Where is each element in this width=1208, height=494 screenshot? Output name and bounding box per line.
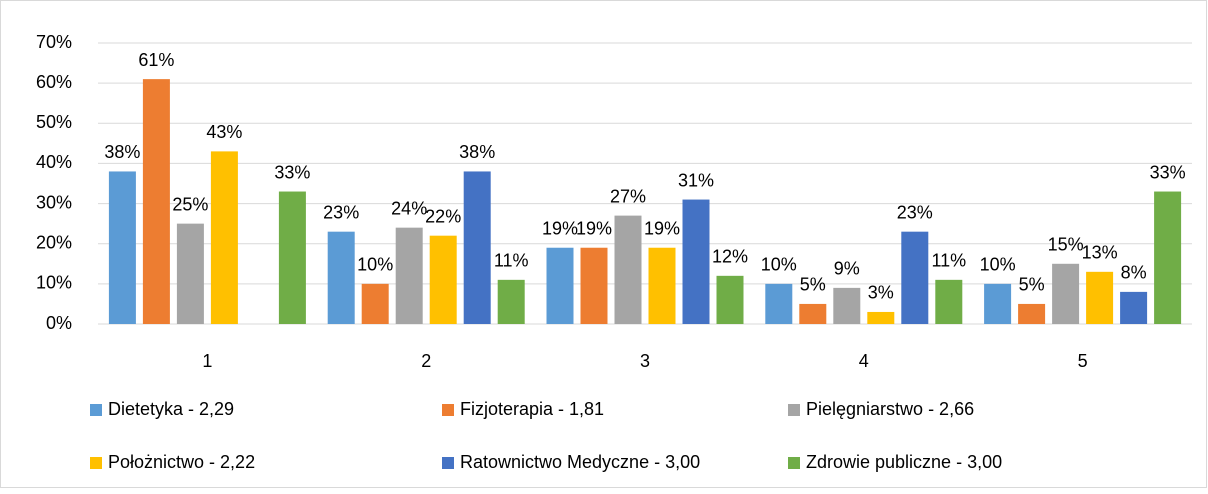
data-label: 38% — [104, 142, 140, 162]
data-label: 22% — [425, 206, 461, 226]
bar — [429, 235, 457, 324]
data-label: 33% — [274, 162, 310, 182]
legend-label: Dietetyka - 2,29 — [108, 399, 234, 419]
bar — [799, 303, 827, 324]
bar — [1120, 291, 1148, 324]
bar — [682, 199, 710, 324]
bar — [901, 231, 929, 324]
bar — [1018, 303, 1046, 324]
data-label: 43% — [206, 122, 242, 142]
legend-swatch — [788, 404, 800, 416]
data-label: 33% — [1150, 162, 1186, 182]
data-label: 9% — [834, 259, 860, 279]
data-label: 11% — [494, 251, 529, 271]
x-tick-label: 2 — [421, 351, 431, 371]
bar — [1052, 263, 1080, 324]
legend-label: Ratownictwo Medyczne - 3,00 — [460, 452, 700, 472]
bar — [327, 231, 355, 324]
data-label: 31% — [678, 170, 714, 190]
y-tick-label: 10% — [36, 273, 72, 293]
data-label: 19% — [576, 218, 612, 238]
bar — [580, 247, 608, 324]
bar — [361, 283, 389, 324]
legend-swatch — [442, 457, 454, 469]
data-label: 10% — [761, 255, 797, 275]
x-tick-label: 5 — [1078, 351, 1088, 371]
y-tick-label: 40% — [36, 152, 72, 172]
data-label: 8% — [1121, 263, 1147, 283]
data-label: 27% — [610, 186, 646, 206]
bar — [142, 79, 170, 324]
bar — [546, 247, 574, 324]
data-label: 5% — [800, 275, 826, 295]
data-label: 25% — [172, 194, 208, 214]
x-tick-label: 1 — [202, 351, 212, 371]
data-label: 38% — [459, 142, 495, 162]
data-label: 12% — [712, 247, 748, 267]
data-label: 61% — [138, 50, 174, 70]
data-label: 5% — [1019, 275, 1045, 295]
bar — [648, 247, 676, 324]
bar — [497, 279, 525, 324]
legend-label: Pielęgniarstwo - 2,66 — [806, 399, 974, 419]
bar — [176, 223, 204, 324]
legend-swatch — [90, 404, 102, 416]
bar — [278, 191, 306, 324]
y-tick-label: 0% — [46, 313, 72, 333]
bar — [1086, 271, 1114, 324]
bar — [833, 287, 861, 324]
y-tick-label: 50% — [36, 112, 72, 132]
bar — [463, 171, 491, 324]
x-tick-label: 4 — [859, 351, 869, 371]
data-label: 15% — [1048, 235, 1084, 255]
data-label: 23% — [897, 202, 933, 222]
legend-swatch — [788, 457, 800, 469]
y-tick-label: 60% — [36, 72, 72, 92]
data-label: 24% — [391, 198, 427, 218]
bar — [984, 283, 1012, 324]
x-tick-label: 3 — [640, 351, 650, 371]
data-label: 19% — [542, 218, 578, 238]
legend-label: Fizjoterapia - 1,81 — [460, 399, 604, 419]
y-tick-label: 70% — [36, 32, 72, 52]
data-label: 19% — [644, 218, 680, 238]
bar — [614, 215, 642, 324]
data-label: 3% — [868, 283, 894, 303]
data-label: 23% — [323, 202, 359, 222]
bar — [108, 171, 136, 324]
bar — [867, 311, 895, 324]
y-tick-label: 20% — [36, 232, 72, 252]
bar — [1154, 191, 1182, 324]
y-tick-label: 30% — [36, 192, 72, 212]
bar — [935, 279, 963, 324]
bar — [765, 283, 793, 324]
data-label: 10% — [357, 255, 393, 275]
legend-swatch — [442, 404, 454, 416]
bar — [395, 227, 423, 324]
data-label: 11% — [931, 251, 966, 271]
data-label: 10% — [980, 255, 1016, 275]
legend-label: Zdrowie publiczne - 3,00 — [806, 452, 1002, 472]
bar — [716, 275, 744, 324]
legend-label: Położnictwo - 2,22 — [108, 452, 255, 472]
legend-swatch — [90, 457, 102, 469]
bar — [210, 151, 238, 324]
data-label: 13% — [1082, 243, 1118, 263]
